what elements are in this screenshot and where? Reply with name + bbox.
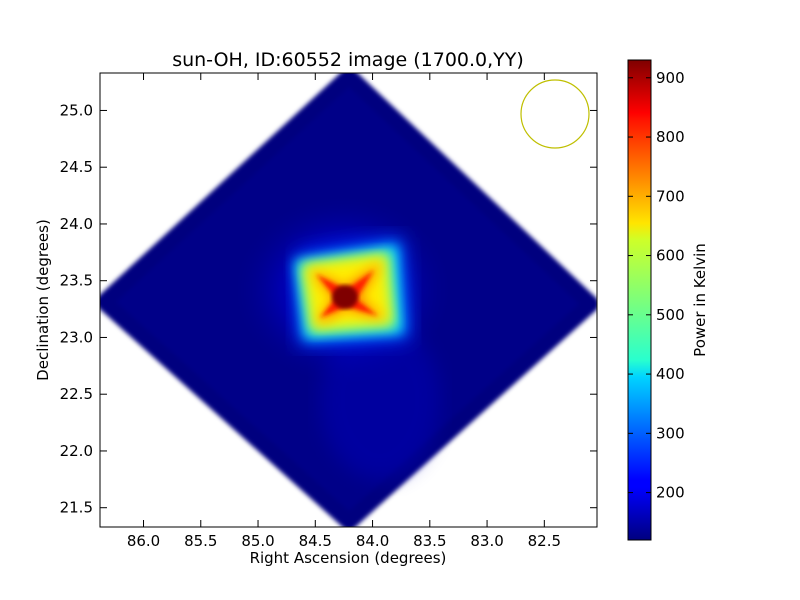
y-tick-label: 24.5 (60, 158, 93, 176)
colorbar-tick-label: 700 (656, 187, 685, 205)
x-ticks: 86.0 85.5 85.0 84.5 84.0 83.5 83.0 82.5 (127, 73, 561, 550)
x-tick-label: 83.5 (413, 532, 446, 550)
x-tick-label: 83.0 (470, 532, 503, 550)
colorbar-tick-label: 900 (656, 69, 685, 87)
x-tick-label: 82.5 (528, 532, 561, 550)
beam-marker (520, 79, 590, 149)
y-tick-label: 23.0 (60, 328, 93, 346)
x-tick-label: 85.0 (241, 532, 274, 550)
y-tick-label: 22.5 (60, 385, 93, 403)
y-tick-label: 24.0 (60, 215, 93, 233)
colorbar-tick-label: 400 (656, 365, 685, 383)
map-faint-tail (320, 320, 440, 480)
y-tick-label: 25.0 (60, 101, 93, 119)
map-peak (332, 285, 358, 309)
x-tick-label: 86.0 (127, 532, 160, 550)
x-tick-label: 85.5 (184, 532, 217, 550)
y-tick-label: 21.5 (60, 499, 93, 517)
x-tick-label: 84.0 (356, 532, 389, 550)
colorbar-tick-label: 500 (656, 306, 685, 324)
colorbar-tick-label: 600 (656, 247, 685, 265)
y-ticks: 21.5 22.0 22.5 23.0 23.5 24.0 24.5 25.0 (60, 101, 597, 517)
colorbar-label: Power in Kelvin (691, 243, 709, 357)
heatmap-image (100, 73, 597, 527)
colorbar-tick-label: 800 (656, 128, 685, 146)
x-axis-label: Right Ascension (degrees) (250, 549, 447, 567)
y-axis-label: Declination (degrees) (34, 219, 52, 381)
chart-title: sun-OH, ID:60552 image (1700.0,YY) (172, 49, 524, 71)
colorbar (627, 59, 652, 541)
y-tick-label: 22.0 (60, 442, 93, 460)
y-tick-label: 23.5 (60, 272, 93, 290)
colorbar-tick-label: 200 (656, 484, 685, 502)
colorbar-ticks: 200 300 400 500 600 700 800 900 (628, 69, 685, 502)
colorbar-tick-label: 300 (656, 424, 685, 442)
axes-frame (99, 72, 598, 528)
x-tick-label: 84.5 (299, 532, 332, 550)
